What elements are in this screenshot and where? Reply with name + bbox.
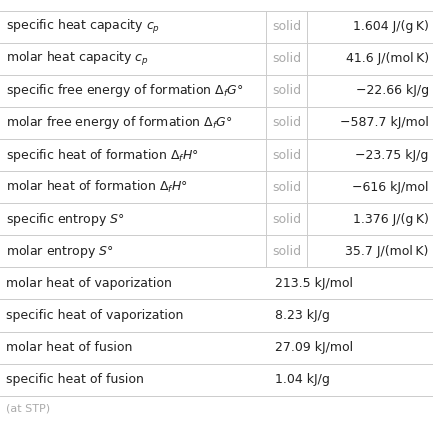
Text: solid: solid bbox=[272, 52, 301, 65]
Text: −616 kJ/mol: −616 kJ/mol bbox=[352, 181, 429, 194]
Text: specific heat of vaporization: specific heat of vaporization bbox=[6, 309, 184, 322]
Text: 1.604 J/(g K): 1.604 J/(g K) bbox=[353, 20, 429, 33]
Text: 1.04 kJ/g: 1.04 kJ/g bbox=[275, 373, 330, 386]
Text: specific heat of fusion: specific heat of fusion bbox=[6, 373, 144, 386]
Text: specific heat capacity $c_p$: specific heat capacity $c_p$ bbox=[6, 18, 161, 36]
Text: molar entropy $S°$: molar entropy $S°$ bbox=[6, 243, 114, 260]
Text: solid: solid bbox=[272, 84, 301, 97]
Text: molar free energy of formation $\Delta_f G°$: molar free energy of formation $\Delta_f… bbox=[6, 114, 233, 131]
Text: solid: solid bbox=[272, 20, 301, 33]
Text: −587.7 kJ/mol: −587.7 kJ/mol bbox=[340, 116, 429, 130]
Text: molar heat of formation $\Delta_f H°$: molar heat of formation $\Delta_f H°$ bbox=[6, 179, 188, 195]
Text: 8.23 kJ/g: 8.23 kJ/g bbox=[275, 309, 330, 322]
Text: solid: solid bbox=[272, 148, 301, 162]
Text: solid: solid bbox=[272, 181, 301, 194]
Text: 41.6 J/(mol K): 41.6 J/(mol K) bbox=[346, 52, 429, 65]
Text: 213.5 kJ/mol: 213.5 kJ/mol bbox=[275, 277, 353, 290]
Text: 1.376 J/(g K): 1.376 J/(g K) bbox=[353, 212, 429, 226]
Text: 27.09 kJ/mol: 27.09 kJ/mol bbox=[275, 341, 353, 354]
Text: solid: solid bbox=[272, 116, 301, 130]
Text: −22.66 kJ/g: −22.66 kJ/g bbox=[355, 84, 429, 97]
Text: specific free energy of formation $\Delta_f G°$: specific free energy of formation $\Delt… bbox=[6, 82, 244, 99]
Text: molar heat of vaporization: molar heat of vaporization bbox=[6, 277, 172, 290]
Text: specific entropy $S°$: specific entropy $S°$ bbox=[6, 211, 126, 228]
Text: (at STP): (at STP) bbox=[6, 403, 51, 414]
Text: molar heat of fusion: molar heat of fusion bbox=[6, 341, 133, 354]
Text: molar heat capacity $c_p$: molar heat capacity $c_p$ bbox=[6, 50, 149, 68]
Text: solid: solid bbox=[272, 212, 301, 226]
Text: solid: solid bbox=[272, 245, 301, 258]
Text: 35.7 J/(mol K): 35.7 J/(mol K) bbox=[345, 245, 429, 258]
Text: specific heat of formation $\Delta_f H°$: specific heat of formation $\Delta_f H°$ bbox=[6, 147, 200, 164]
Text: −23.75 kJ/g: −23.75 kJ/g bbox=[355, 148, 429, 162]
